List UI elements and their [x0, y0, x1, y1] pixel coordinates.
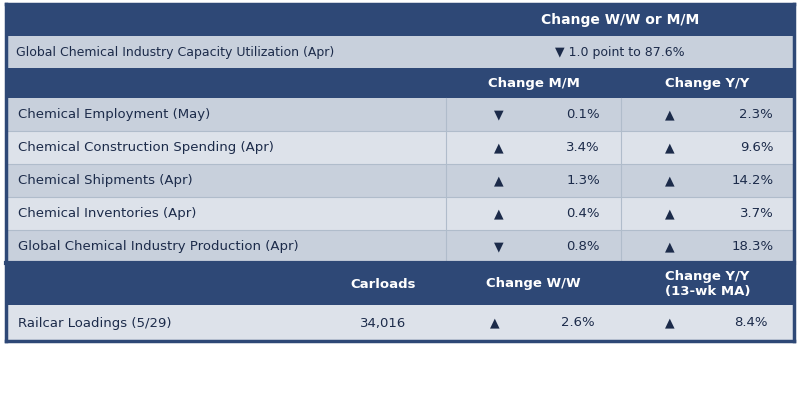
Text: Carloads: Carloads: [350, 277, 416, 291]
Text: ▲: ▲: [494, 174, 503, 187]
Text: 0.4%: 0.4%: [566, 207, 600, 220]
Text: ▲: ▲: [665, 207, 674, 220]
Text: ▲: ▲: [494, 141, 503, 154]
Bar: [6, 131, 794, 164]
Text: 18.3%: 18.3%: [731, 240, 774, 253]
Text: Chemical Shipments (Apr): Chemical Shipments (Apr): [18, 174, 193, 187]
Text: ▲: ▲: [665, 141, 674, 154]
Bar: [6, 98, 794, 131]
Text: Chemical Employment (May): Chemical Employment (May): [18, 108, 210, 121]
Text: ▼: ▼: [494, 240, 503, 253]
Text: 1.3%: 1.3%: [566, 174, 600, 187]
Text: 2.6%: 2.6%: [561, 317, 594, 329]
Bar: [6, 164, 794, 197]
Text: Change W/W: Change W/W: [486, 277, 581, 291]
Text: Global Chemical Industry Capacity Utilization (Apr): Global Chemical Industry Capacity Utiliz…: [16, 45, 334, 58]
Bar: [446, 68, 621, 98]
Bar: [6, 197, 794, 230]
Text: ▼ 1.0 point to 87.6%: ▼ 1.0 point to 87.6%: [555, 45, 685, 58]
Bar: [6, 4, 446, 36]
Text: 3.4%: 3.4%: [566, 141, 600, 154]
Text: Global Chemical Industry Production (Apr): Global Chemical Industry Production (Apr…: [18, 240, 298, 253]
Text: 0.8%: 0.8%: [566, 240, 600, 253]
Text: Chemical Inventories (Apr): Chemical Inventories (Apr): [18, 207, 196, 220]
Text: ▼: ▼: [494, 108, 503, 121]
Text: ▲: ▲: [665, 240, 674, 253]
Bar: [6, 230, 794, 263]
Bar: [321, 263, 446, 305]
Bar: [446, 4, 794, 36]
Text: ▲: ▲: [665, 317, 674, 329]
Bar: [446, 263, 621, 305]
Bar: [6, 263, 321, 305]
Text: 8.4%: 8.4%: [734, 317, 768, 329]
Text: 9.6%: 9.6%: [740, 141, 774, 154]
Bar: [6, 36, 794, 68]
Text: Change M/M: Change M/M: [487, 76, 579, 90]
Text: 2.3%: 2.3%: [739, 108, 774, 121]
Text: Change Y/Y: Change Y/Y: [666, 76, 750, 90]
Text: Change Y/Y
(13-wk MA): Change Y/Y (13-wk MA): [665, 270, 750, 298]
Text: Chemical Construction Spending (Apr): Chemical Construction Spending (Apr): [18, 141, 274, 154]
Text: ▲: ▲: [490, 317, 500, 329]
Text: ▲: ▲: [665, 108, 674, 121]
Text: 14.2%: 14.2%: [731, 174, 774, 187]
Text: Railcar Loadings (5/29): Railcar Loadings (5/29): [18, 317, 171, 329]
Bar: [6, 4, 794, 341]
Text: Change W/W or M/M: Change W/W or M/M: [541, 13, 699, 27]
Text: 0.1%: 0.1%: [566, 108, 600, 121]
Bar: [621, 263, 794, 305]
Text: ▲: ▲: [665, 174, 674, 187]
Bar: [6, 305, 794, 341]
Bar: [6, 68, 446, 98]
Text: ▲: ▲: [494, 207, 503, 220]
Text: 3.7%: 3.7%: [739, 207, 774, 220]
Bar: [621, 68, 794, 98]
Text: 34,016: 34,016: [360, 317, 406, 329]
